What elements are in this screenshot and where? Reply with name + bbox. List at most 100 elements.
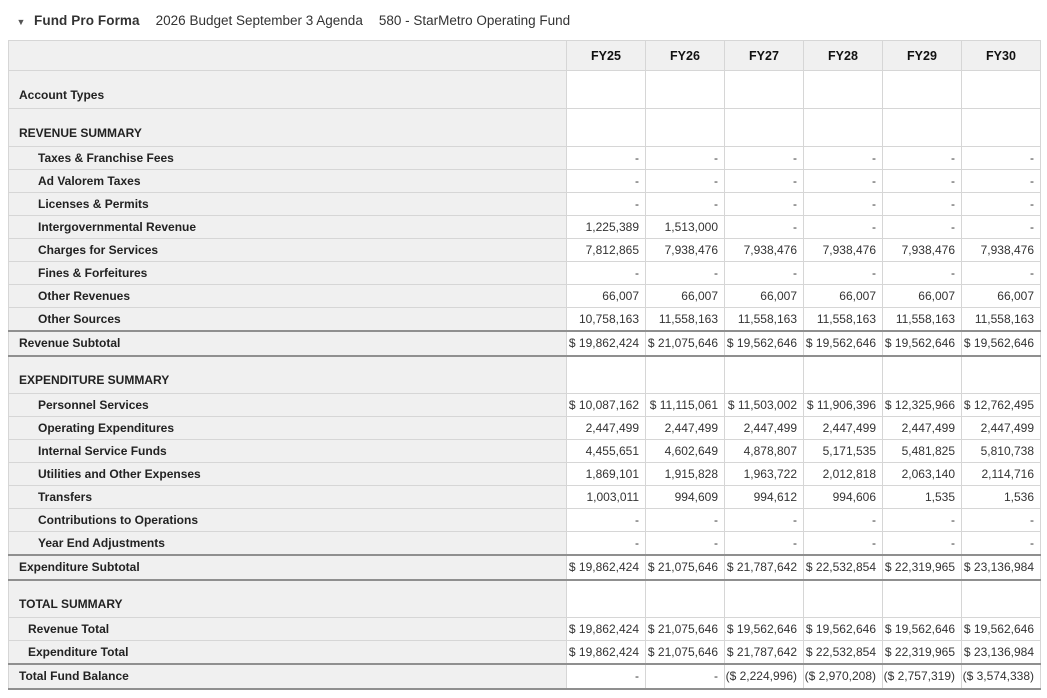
cell-value: $ 23,136,984 xyxy=(961,553,1041,581)
cell-value: - xyxy=(724,508,804,532)
cell-value: 2,447,499 xyxy=(566,416,646,440)
cell-value: $ 10,087,162 xyxy=(566,393,646,417)
cell-value xyxy=(882,355,962,394)
cell-value: 1,915,828 xyxy=(645,462,725,486)
cell-value: 66,007 xyxy=(961,284,1041,308)
cell-value: 1,513,000 xyxy=(645,215,725,239)
cell-value: 5,481,825 xyxy=(882,439,962,463)
cell-value: - xyxy=(803,215,883,239)
table-row: Taxes & Franchise Fees - - - - - - xyxy=(8,146,1041,170)
cell-value xyxy=(724,355,804,394)
cell-value: 2,447,499 xyxy=(724,416,804,440)
table-row: Expenditure Subtotal $ 19,862,424 $ 21,075… xyxy=(8,553,1041,581)
table-row: Charges for Services 7,812,865 7,938,476 7,… xyxy=(8,238,1041,262)
cell-value: 2,447,499 xyxy=(645,416,725,440)
cell-value: - xyxy=(645,146,725,170)
row-label: Total Fund Balance xyxy=(8,662,567,690)
cell-value xyxy=(961,70,1041,109)
cell-value: $ 12,762,495 xyxy=(961,393,1041,417)
table-row: EXPENDITURE SUMMARY xyxy=(8,355,1041,394)
budget-name: 2026 Budget September 3 Agenda xyxy=(155,13,363,28)
cell-value: - xyxy=(961,169,1041,193)
cell-value: - xyxy=(882,146,962,170)
table-row: TOTAL SUMMARY xyxy=(8,579,1041,618)
cell-value: $ 19,562,646 xyxy=(724,617,804,641)
cell-value: ($ 2,224,996) xyxy=(724,662,804,690)
table-row: Other Revenues 66,007 66,007 66,007 66,007 66… xyxy=(8,284,1041,308)
cell-value: 11,558,163 xyxy=(882,307,962,331)
table-row: Total Fund Balance - - ($ 2,224,996) ($ 2,97… xyxy=(8,662,1041,690)
row-label: TOTAL SUMMARY xyxy=(8,579,567,618)
cell-value: 2,012,818 xyxy=(803,462,883,486)
row-label: Contributions to Operations xyxy=(8,508,567,532)
cell-value: - xyxy=(882,215,962,239)
cell-value: 2,114,716 xyxy=(961,462,1041,486)
row-label: Licenses & Permits xyxy=(8,192,567,216)
cell-value xyxy=(566,70,646,109)
cell-value: - xyxy=(566,531,646,555)
cell-value: 2,447,499 xyxy=(803,416,883,440)
cell-value: - xyxy=(961,508,1041,532)
cell-value: $ 19,862,424 xyxy=(566,617,646,641)
cell-value: - xyxy=(724,169,804,193)
table-row: Account Types xyxy=(8,70,1041,109)
table-row: Revenue Subtotal $ 19,862,424 $ 21,075,646… xyxy=(8,329,1041,357)
cell-value: ($ 2,970,208) xyxy=(803,662,883,690)
cell-value: 2,063,140 xyxy=(882,462,962,486)
cell-value: 994,609 xyxy=(645,485,725,509)
cell-value xyxy=(566,579,646,618)
cell-value xyxy=(645,108,725,147)
cell-value xyxy=(803,355,883,394)
cell-value: 7,938,476 xyxy=(961,238,1041,262)
cell-value: 66,007 xyxy=(803,284,883,308)
cell-value xyxy=(724,579,804,618)
column-header-fy30: FY30 xyxy=(961,40,1041,71)
table-row: Operating Expenditures 2,447,499 2,447,499… xyxy=(8,416,1041,440)
table-row: Year End Adjustments - - - - - - xyxy=(8,531,1041,555)
cell-value: 1,003,011 xyxy=(566,485,646,509)
cell-value: - xyxy=(803,508,883,532)
cell-value: $ 22,532,854 xyxy=(803,640,883,664)
cell-value: - xyxy=(961,146,1041,170)
cell-value: - xyxy=(961,261,1041,285)
row-label: REVENUE SUMMARY xyxy=(8,108,567,147)
cell-value xyxy=(645,70,725,109)
table-row: Expenditure Total $ 19,862,424 $ 21,075,64… xyxy=(8,640,1041,664)
cell-value: 7,938,476 xyxy=(645,238,725,262)
cell-value: ($ 3,574,338) xyxy=(961,662,1041,690)
cell-value: - xyxy=(724,531,804,555)
row-label: Ad Valorem Taxes xyxy=(8,169,567,193)
cell-value: - xyxy=(882,508,962,532)
cell-value: $ 19,562,646 xyxy=(803,329,883,357)
collapse-caret-icon[interactable]: ▼ xyxy=(16,16,26,27)
row-label: Revenue Subtotal xyxy=(8,329,567,357)
table-row: Transfers 1,003,011 994,609 994,612 994,606 1… xyxy=(8,485,1041,509)
cell-value xyxy=(645,355,725,394)
cell-value: 11,558,163 xyxy=(803,307,883,331)
cell-value: $ 21,787,642 xyxy=(724,553,804,581)
cell-value: 11,558,163 xyxy=(645,307,725,331)
cell-value: - xyxy=(645,662,725,690)
cell-value: - xyxy=(645,508,725,532)
cell-value: - xyxy=(566,662,646,690)
cell-value xyxy=(961,108,1041,147)
cell-value: - xyxy=(645,261,725,285)
cell-value: 66,007 xyxy=(882,284,962,308)
table-row: Intergovernmental Revenue 1,225,389 1,513,… xyxy=(8,215,1041,239)
cell-value: $ 19,562,646 xyxy=(724,329,804,357)
table-row: Utilities and Other Expenses 1,869,101 1,9… xyxy=(8,462,1041,486)
cell-value: - xyxy=(566,261,646,285)
page-title: Fund Pro Forma xyxy=(34,13,140,28)
table-row: REVENUE SUMMARY xyxy=(8,108,1041,147)
column-header-fy26: FY26 xyxy=(645,40,725,71)
cell-value: $ 23,136,984 xyxy=(961,640,1041,664)
cell-value: $ 22,532,854 xyxy=(803,553,883,581)
column-header-fy27: FY27 xyxy=(724,40,804,71)
cell-value: 2,447,499 xyxy=(961,416,1041,440)
cell-value: $ 19,562,646 xyxy=(803,617,883,641)
cell-value: - xyxy=(724,215,804,239)
cell-value: 66,007 xyxy=(645,284,725,308)
cell-value: - xyxy=(961,215,1041,239)
row-label: Fines & Forfeitures xyxy=(8,261,567,285)
table-row: Ad Valorem Taxes - - - - - - xyxy=(8,169,1041,193)
